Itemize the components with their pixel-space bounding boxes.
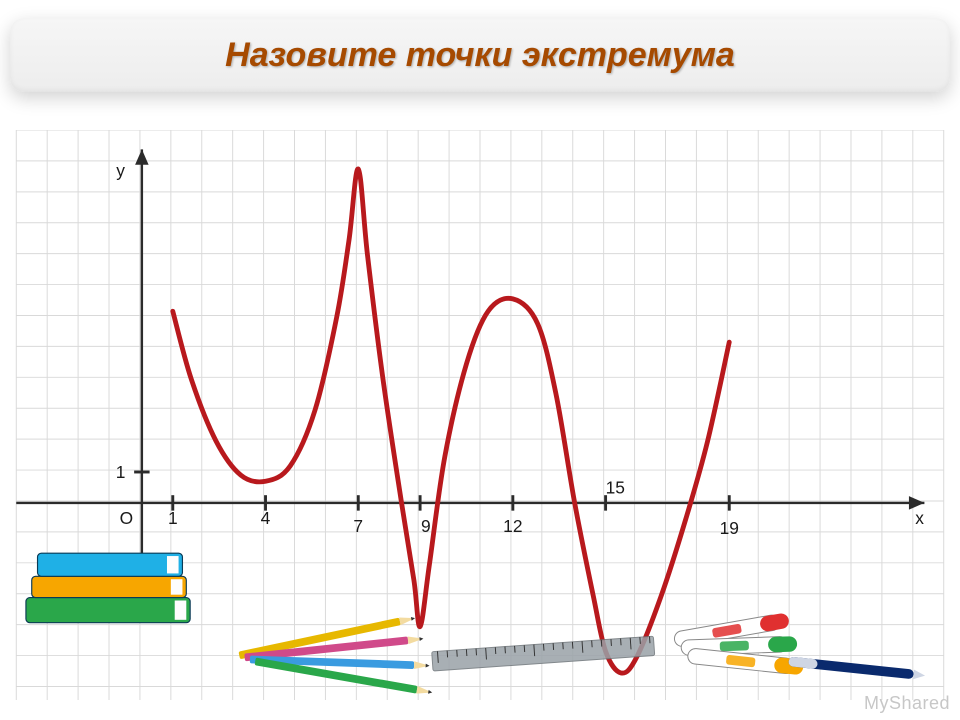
title-bar: Назовите точки экстремума	[0, 0, 960, 110]
svg-text:7: 7	[353, 516, 363, 536]
svg-text:12: 12	[503, 516, 522, 536]
svg-text:15: 15	[606, 477, 625, 497]
svg-text:y: y	[116, 160, 125, 180]
watermark: MyShared	[864, 693, 950, 714]
svg-text:1: 1	[168, 508, 178, 528]
axis-labels: Ox y 1 4 7 9 12 15 19 1	[116, 160, 924, 537]
chart-canvas: Ox y 1 4 7 9 12 15 19 1	[0, 130, 960, 700]
svg-text:1: 1	[116, 462, 126, 482]
svg-text:9: 9	[421, 516, 431, 536]
svg-text:O: O	[120, 508, 134, 528]
curve	[173, 169, 729, 673]
axis-ticks	[134, 472, 729, 511]
svg-text:x: x	[915, 508, 924, 528]
svg-text:4: 4	[261, 508, 271, 528]
svg-text:19: 19	[720, 518, 739, 538]
title-text: Назовите точки экстремума	[225, 36, 735, 75]
